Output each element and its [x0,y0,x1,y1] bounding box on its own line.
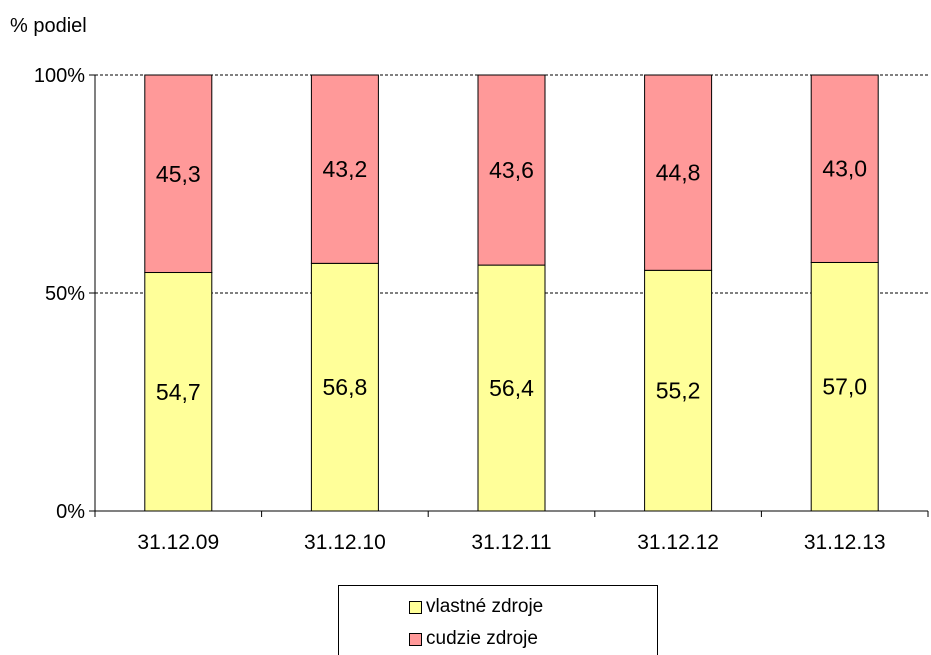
y-tick-label-50: 50% [45,283,85,305]
data-label-vlastne-0: 54,7 [156,379,201,405]
legend-item-vlastne-zdroje: vlastné zdroje [409,596,543,618]
data-label-cudzie-4: 43,0 [822,156,867,182]
legend-label-cudzie-zdroje: cudzie zdroje [426,628,538,649]
bar-cudzie-3 [644,74,713,271]
axes [89,74,929,517]
bar-labels: 54,7 45,3 56,8 43,2 56,4 43,6 55,2 44,8 57,0 43,0 [156,156,867,405]
bar-cudzie-2 [477,74,546,266]
legend-item-cudzie-zdroje: cudzie zdroje [409,628,538,650]
data-label-cudzie-2: 43,6 [489,157,534,183]
legend-label-vlastne-zdroje: vlastné zdroje [426,596,544,617]
y-tick-label-100: 100% [34,65,85,87]
data-label-vlastne-3: 55,2 [656,378,701,404]
data-label-vlastne-4: 57,0 [822,374,867,400]
bar-vlastne-4 [810,261,879,512]
stacked-bar-chart: % podiel 54,7 45,3 56,8 43,2 56,4 43,6 55,2 44,… [10,15,929,554]
legend-swatch-vlastne-zdroje [409,600,422,614]
data-label-cudzie-3: 44,8 [656,160,701,186]
x-tick-labels: 31.12.09 31.12.10 31.12.11 31.12.12 31.12.13 [137,531,885,554]
bar-cudzie-4 [810,74,879,263]
data-label-vlastne-1: 56,8 [323,374,368,400]
legend: vlastné zdroje cudzie zdroje [338,585,658,655]
data-label-cudzie-1: 43,2 [323,156,368,182]
bar-cudzie-1 [310,74,379,264]
bars [144,74,879,512]
data-label-vlastne-2: 56,4 [489,375,534,401]
legend-swatch-cudzie-zdroje [409,632,422,646]
bar-vlastne-0 [144,272,213,512]
bar-cudzie-0 [144,74,213,274]
x-tick-label-2: 31.12.11 [471,531,551,554]
x-tick-label-4: 31.12.13 [804,531,886,554]
data-label-cudzie-0: 45,3 [156,161,201,187]
y-tick-labels: 0% 50% 100% [34,65,85,523]
x-tick-label-1: 31.12.10 [304,531,386,554]
y-axis-title: % podiel [10,15,87,37]
x-tick-label-0: 31.12.09 [137,531,219,554]
x-tick-label-3: 31.12.12 [637,531,719,554]
y-tick-label-0: 0% [56,501,85,523]
